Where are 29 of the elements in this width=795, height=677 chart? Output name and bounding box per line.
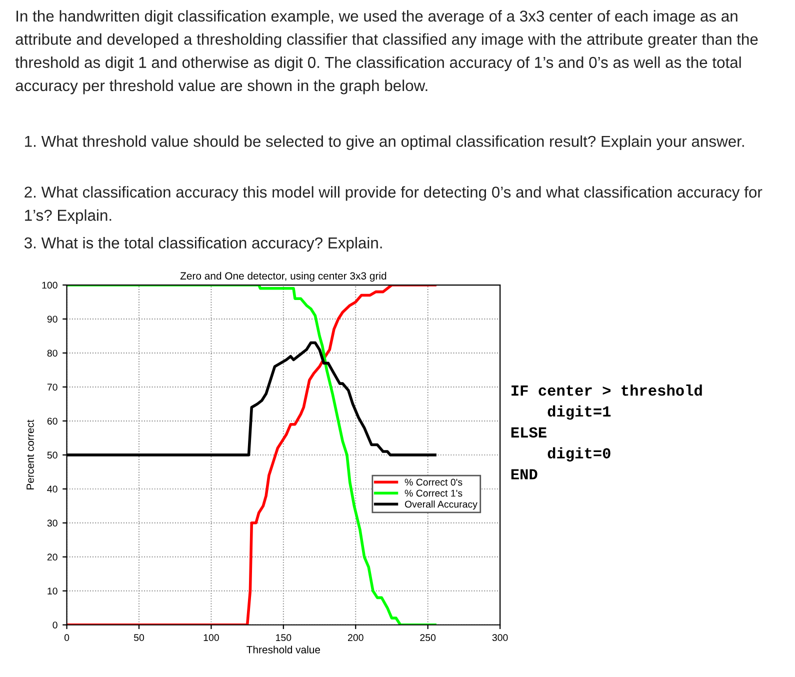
x-tick-label: 250: [420, 634, 436, 642]
text: In the handwritten digit classification example, we used the average of a 3x3 center of each image as an attribute and developed a thresholding classifier that classified any image with the attribute greater than the threshold as digit 1 and otherwise as digit 0. The classification accuracy of 1’s and 0’s as well as the total accuracy per threshold value are shown in the graph below.: [15, 10, 758, 94]
text: 2. What classification accuracy this model will provide for detecting 0’s and what classification accuracy for 1’s? Explain.: [24, 186, 762, 224]
text: 3. What is the total classification accuracy? Explain.: [24, 236, 382, 252]
x-tick-label: 50: [134, 634, 144, 642]
y-tick-label: 100: [42, 282, 58, 289]
y-tick-label: 40: [47, 486, 58, 493]
text: 1. What threshold value should be selected to give an optimal classification result? Explain your answer.: [25, 135, 744, 150]
legend-label: % Correct 1's: [404, 490, 462, 497]
y-tick-label: 0: [52, 622, 58, 628]
y-tick-label: 70: [47, 384, 58, 391]
x-tick-label: 100: [204, 634, 219, 642]
chart-title: Zero and One detector, using center 3x3 grid: [180, 272, 386, 282]
x-tick-label: 200: [348, 634, 364, 642]
legend-label: Overall Accuracy: [404, 500, 478, 510]
x-tick-label: 300: [492, 634, 508, 642]
x-tick-label: 0: [64, 634, 70, 642]
y-tick-label: 10: [48, 588, 58, 595]
y-tick-label: 30: [47, 520, 58, 527]
y-tick-label: 80: [47, 350, 58, 357]
y-tick-label: 20: [47, 554, 58, 561]
text: IF center > threshold digit=1 ELSE digit=0 END: [511, 384, 702, 480]
x-tick-label: 150: [276, 634, 292, 642]
y-tick-label: 60: [47, 418, 58, 425]
x-axis-title: Threshold value: [246, 646, 320, 654]
y-tick-label: 90: [47, 316, 58, 323]
y-tick-label: 50: [47, 452, 58, 459]
legend-label: % Correct 0's: [404, 478, 462, 486]
y-axis-title: Percent correct: [26, 420, 34, 490]
